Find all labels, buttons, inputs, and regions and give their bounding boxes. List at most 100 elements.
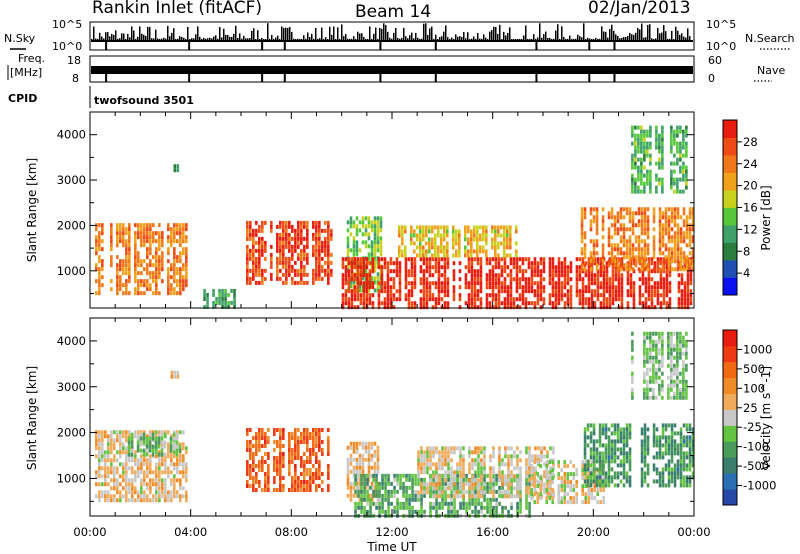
data-cell (410, 289, 414, 294)
data-cell (125, 446, 128, 451)
data-cell (346, 236, 350, 241)
data-cell (518, 281, 522, 286)
data-cell (330, 260, 333, 265)
data-cell (356, 265, 360, 270)
data-cell (379, 236, 383, 241)
data-cell (373, 461, 377, 466)
data-cell (634, 223, 638, 228)
data-cell (116, 287, 119, 292)
data-cell (303, 256, 306, 261)
data-cell (664, 255, 668, 260)
data-cell (470, 285, 474, 290)
data-cell (509, 229, 512, 234)
data-cell (649, 129, 652, 134)
data-cell (407, 293, 411, 298)
nsky-bar (257, 30, 259, 41)
data-cell (685, 173, 688, 178)
data-cell (637, 259, 641, 264)
data-cell (146, 474, 149, 479)
data-cell (161, 462, 164, 467)
data-cell (599, 293, 603, 298)
data-cell (152, 494, 155, 499)
nave-marker (261, 74, 264, 82)
data-cell (450, 501, 453, 506)
data-cell (494, 305, 498, 310)
data-cell (530, 265, 534, 270)
data-cell (318, 228, 321, 233)
data-cell (399, 505, 402, 510)
data-cell (249, 232, 252, 237)
data-cell (182, 446, 185, 451)
data-cell (670, 247, 674, 252)
data-cell (375, 485, 378, 490)
nsky-bar (511, 38, 513, 41)
data-cell (519, 494, 522, 499)
nsky-bar (677, 30, 679, 41)
data-cell (422, 281, 426, 286)
data-cell (173, 287, 176, 292)
data-cell (264, 460, 267, 464)
data-cell (686, 301, 690, 306)
data-cell (173, 486, 176, 491)
nsky-bar (403, 27, 405, 41)
data-cell (306, 456, 309, 460)
data-cell (148, 432, 152, 437)
data-cell (140, 466, 143, 471)
data-cell (137, 223, 140, 228)
data-cell (467, 257, 471, 262)
data-cell (647, 273, 651, 278)
data-cell (563, 285, 567, 290)
data-cell (264, 220, 267, 225)
nsky-bar (113, 34, 115, 41)
data-cell (318, 220, 321, 225)
data-cell (167, 291, 170, 296)
data-cell (563, 476, 567, 481)
data-cell (434, 301, 438, 306)
data-cell (383, 265, 387, 270)
data-cell (679, 251, 683, 256)
data-cell (158, 458, 161, 463)
data-cell (356, 285, 360, 290)
data-cell (483, 486, 486, 491)
data-cell (347, 289, 351, 294)
nsky-bar (295, 38, 297, 41)
data-cell (309, 468, 312, 472)
data-cell (488, 281, 492, 286)
data-cell (362, 305, 366, 310)
data-cell (119, 227, 122, 232)
data-cell (246, 256, 249, 261)
data-cell (98, 247, 101, 252)
data-cell (330, 236, 333, 241)
data-cell (303, 488, 306, 492)
data-cell (464, 225, 467, 230)
data-cell (158, 247, 161, 252)
data-cell (365, 261, 369, 266)
data-cell (634, 153, 637, 158)
data-cell (146, 458, 149, 463)
nsky-bar (195, 34, 197, 41)
nsky-bar (307, 32, 309, 41)
data-cell (474, 509, 477, 514)
data-cell (297, 268, 300, 273)
data-cell (536, 273, 540, 278)
data-cell (294, 476, 297, 480)
data-cell (383, 285, 387, 290)
data-cell (432, 482, 435, 487)
data-cell (426, 446, 429, 451)
data-cell (158, 434, 161, 439)
data-cell (494, 229, 497, 234)
data-cell (605, 285, 609, 290)
data-cell (303, 248, 306, 253)
data-cell (110, 438, 113, 443)
data-cell (371, 257, 375, 262)
data-cell (101, 239, 104, 244)
data-cell (590, 281, 594, 286)
data-cell (437, 301, 441, 306)
data-cell (599, 273, 603, 278)
data-cell (398, 297, 402, 302)
data-cell (300, 276, 303, 281)
data-cell (321, 452, 324, 456)
data-cell (381, 473, 384, 478)
data-cell (125, 251, 128, 256)
data-cell (685, 243, 689, 248)
